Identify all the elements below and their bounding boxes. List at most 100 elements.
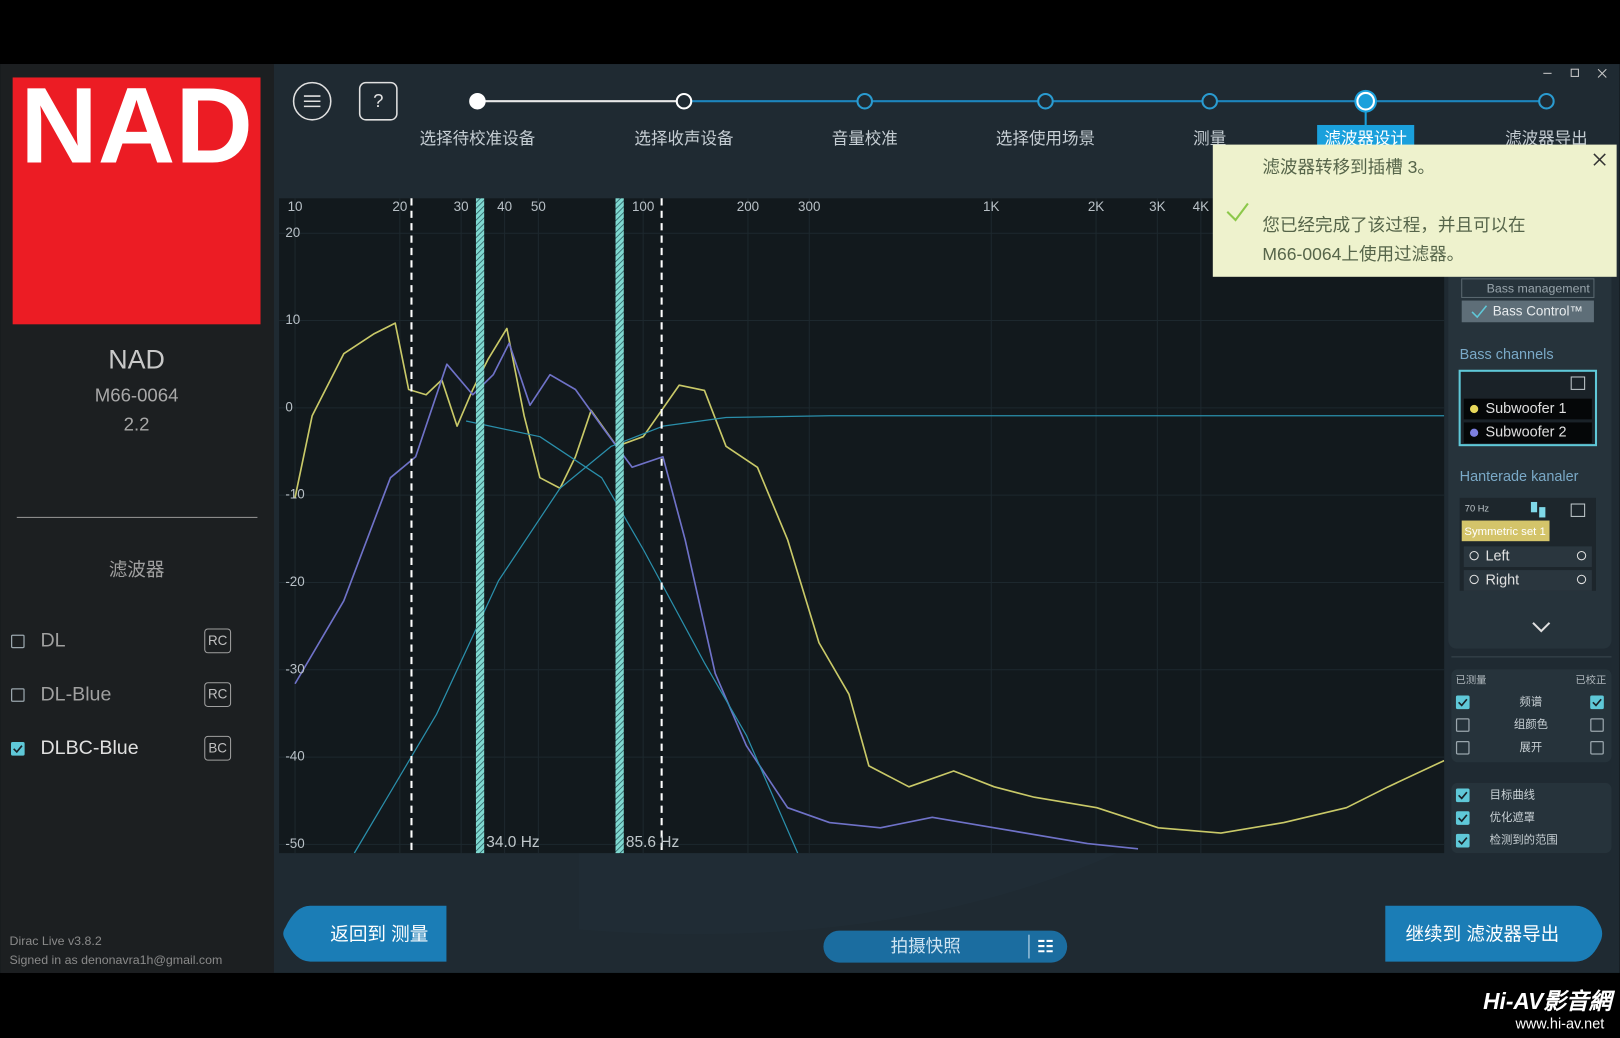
- device-version: 2.2: [124, 413, 150, 434]
- watermark-url: www.hi-av.net: [1514, 1016, 1604, 1032]
- cutoff-label: 34.0 Hz: [486, 834, 539, 851]
- step-dot[interactable]: [1538, 92, 1555, 110]
- crossover: 70 Hz: [1465, 504, 1490, 514]
- cutoff-label: 85.6 Hz: [626, 834, 679, 851]
- bass-channel-row[interactable]: [1463, 398, 1592, 420]
- plot-area: [279, 198, 1445, 854]
- step-dot[interactable]: [1037, 92, 1054, 110]
- filter-list: DL RC DL-Blue RC DLBC-Blue BC: [10, 628, 232, 761]
- corrected-checkbox-tick: [1592, 698, 1602, 707]
- group-name: Symmetric set 1: [1464, 526, 1545, 538]
- overlay-checkbox-tick: [1458, 791, 1468, 800]
- filter-checkbox[interactable]: [10, 741, 25, 756]
- filter-badge-label: BC: [208, 740, 227, 755]
- snapshot-list-icon[interactable]: [1038, 939, 1053, 953]
- overlay-checkbox[interactable]: [1455, 811, 1470, 825]
- filter-name[interactable]: DL: [41, 630, 66, 652]
- bass-channel-name: Subwoofer 1: [1485, 401, 1566, 417]
- step-dot[interactable]: [675, 92, 693, 110]
- logo-box: [12, 77, 261, 325]
- step-label[interactable]: 选择收声设备: [634, 129, 734, 148]
- grouped-channel-list: Left Right: [1463, 546, 1592, 591]
- step-dot[interactable]: [856, 92, 874, 110]
- filter-checkbox[interactable]: [10, 688, 25, 702]
- window-controls[interactable]: [1543, 68, 1607, 78]
- back-button[interactable]: [283, 905, 447, 962]
- measured-checkbox-tick: [1458, 698, 1468, 707]
- signed-in: Signed in as denonavra1h@gmail.com: [10, 953, 223, 967]
- step-label[interactable]: 选择使用场景: [996, 129, 1095, 148]
- snapshot-button[interactable]: [823, 930, 1068, 963]
- measured-label: 已测量: [1456, 673, 1487, 686]
- device-name: NAD: [108, 345, 165, 375]
- filter-badge-label: RC: [208, 633, 228, 648]
- corrected-label: 已校正: [1575, 673, 1606, 686]
- cutoff-bar[interactable]: [615, 198, 624, 854]
- watermark-brand: Hi-AV影音網: [1483, 988, 1616, 1014]
- measured-checkbox[interactable]: [1455, 718, 1470, 732]
- menu-button[interactable]: [292, 81, 332, 121]
- next-button[interactable]: [1385, 905, 1603, 962]
- bass-channel-list: Subwoofer 1 Subwoofer 2: [1463, 398, 1592, 444]
- step-dot[interactable]: [1201, 92, 1218, 110]
- corrected-checkbox[interactable]: [1590, 718, 1604, 732]
- snapshot-label: 拍摄快照: [891, 936, 961, 956]
- step-label[interactable]: 选择待校准设备: [420, 129, 536, 148]
- step-label[interactable]: 滤波器设计: [1324, 129, 1407, 148]
- y-tick-label: -50: [285, 836, 304, 851]
- bass-channel-row[interactable]: [1463, 422, 1592, 444]
- bass-management: Bass management: [1487, 281, 1591, 295]
- filter-checkbox-tick: [13, 745, 23, 754]
- bass-channels-title: Bass channels: [1460, 347, 1554, 363]
- x-tick-label: 30: [454, 199, 469, 214]
- menu-icon: [303, 95, 321, 108]
- notification-close[interactable]: [1593, 153, 1606, 166]
- step-dot[interactable]: [469, 92, 486, 110]
- group-tag[interactable]: [1461, 520, 1550, 542]
- filter-name[interactable]: DLBC-Blue: [41, 737, 139, 759]
- x-tick-label: 20: [392, 199, 407, 214]
- grouped-settings[interactable]: [1570, 503, 1586, 517]
- corrected-checkbox[interactable]: [1590, 740, 1604, 755]
- filter-name[interactable]: DL-Blue: [41, 683, 112, 705]
- bass-channels-settings[interactable]: [1570, 376, 1586, 390]
- step-dot-ring: [1356, 91, 1375, 111]
- bass-control: Bass Control™: [1493, 303, 1583, 318]
- grouped-channel-row[interactable]: [1463, 570, 1592, 591]
- overlay-checkbox[interactable]: [1455, 833, 1470, 848]
- overlay-checkbox-tick: [1458, 814, 1468, 823]
- y-tick-label: 10: [285, 312, 300, 327]
- x-tick-label: 100: [632, 199, 654, 214]
- grouped-channel-row[interactable]: [1463, 546, 1592, 568]
- notification-title: 滤波器转移到插槽 3。: [1262, 157, 1435, 177]
- corrected-checkbox[interactable]: [1590, 695, 1604, 710]
- close-window[interactable]: [1597, 68, 1607, 78]
- x-tick-label: 300: [798, 199, 820, 214]
- overlay-checkbox[interactable]: [1455, 788, 1470, 803]
- bass-control-button[interactable]: [1461, 300, 1594, 323]
- step-label[interactable]: 音量校准: [832, 129, 898, 148]
- step-label[interactable]: 测量: [1193, 129, 1226, 148]
- x-tick-label: 10: [288, 199, 303, 214]
- measured-checkbox[interactable]: [1455, 740, 1470, 755]
- measured-checkbox[interactable]: [1455, 695, 1470, 710]
- grouped-channel-name: Right: [1485, 572, 1519, 588]
- filter-checkbox[interactable]: [10, 634, 25, 649]
- x-tick-label: 50: [531, 199, 546, 214]
- channel-dot: [1469, 404, 1479, 414]
- bass-management-box[interactable]: [1461, 278, 1595, 298]
- maximize[interactable]: [1570, 68, 1579, 77]
- expand-chevron[interactable]: [1532, 622, 1551, 633]
- logo: NAD: [20, 66, 253, 186]
- level-icon: [1539, 507, 1546, 518]
- step-label[interactable]: 滤波器导出: [1505, 129, 1588, 148]
- help-button[interactable]: [358, 81, 398, 121]
- cutoff-bar[interactable]: [475, 198, 485, 854]
- filter-badge: [204, 682, 232, 707]
- y-tick-label: -10: [285, 487, 304, 502]
- next-label: 继续到 滤波器导出: [1405, 924, 1559, 945]
- channel-radio: [1469, 574, 1479, 585]
- notification: [1212, 144, 1617, 277]
